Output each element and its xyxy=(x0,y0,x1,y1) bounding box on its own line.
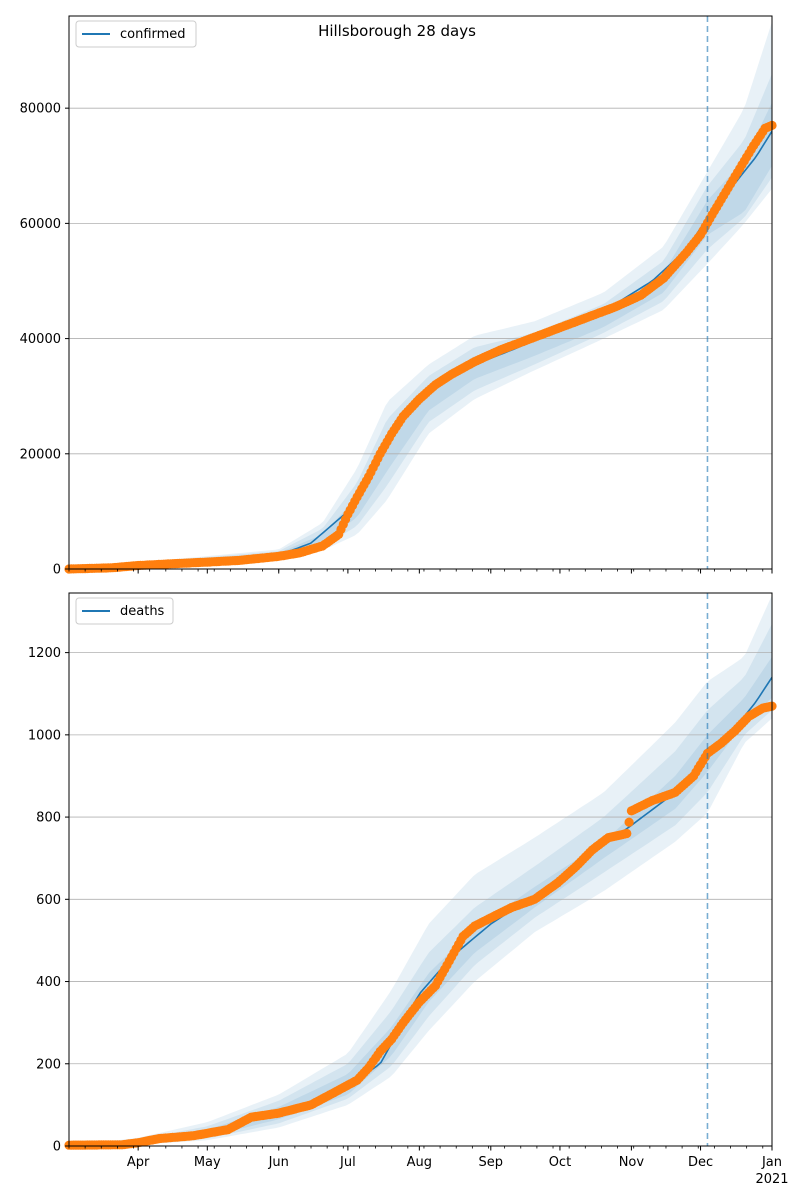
chart-title: Hillsborough 28 days xyxy=(318,22,476,40)
deaths-xtick-label-0: Apr xyxy=(127,1155,150,1170)
deaths-xtick-label-4: Aug xyxy=(407,1155,432,1170)
deaths-ytick-label-3: 600 xyxy=(36,893,61,908)
deaths-uncertainty-bands xyxy=(69,595,772,1146)
confirmed-axes: 0 20000 40000 60000 80000 xyxy=(20,15,773,578)
deaths-ytick-label-0: 0 xyxy=(53,1140,61,1155)
deaths-ytick-label-5: 1000 xyxy=(28,728,61,743)
confirmed-ytick-label-4: 80000 xyxy=(20,102,61,117)
confirmed-panel: 0 20000 40000 60000 80000 confirmed Hillsbor… xyxy=(20,15,777,578)
deaths-legend-label: deaths xyxy=(120,604,165,619)
deaths-grid xyxy=(69,652,772,1065)
confirmed-grid xyxy=(69,107,772,455)
deaths-ytick-label-1: 200 xyxy=(36,1057,61,1072)
deaths-ytick-label-2: 400 xyxy=(36,975,61,990)
deaths-observed-point-242 xyxy=(622,828,632,839)
confirmed-ytick-label-1: 20000 xyxy=(20,447,61,462)
deaths-xtick-label-2: Jun xyxy=(268,1155,289,1170)
deaths-band-2 xyxy=(69,595,772,1146)
confirmed-axes-frame xyxy=(68,15,773,570)
deaths-xtick-label-5: Sep xyxy=(479,1155,504,1170)
deaths-ytick-label-6: 1200 xyxy=(28,646,61,661)
deaths-panel: 0 200 400 600 800 1000 1200 Apr May Jun Jul Aug Sep O… xyxy=(28,592,789,1187)
deaths-observed-points xyxy=(64,701,777,1150)
deaths-legend-frame xyxy=(75,597,174,625)
confirmed-legend: confirmed xyxy=(75,20,197,48)
deaths-xtick-label-1: May xyxy=(194,1155,221,1170)
deaths-xtick-label-7: Nov xyxy=(619,1155,645,1170)
deaths-axes-frame xyxy=(68,592,773,1147)
deaths-observed-point-243 xyxy=(624,817,634,827)
deaths-legend: deaths xyxy=(75,597,174,625)
deaths-ytick-label-4: 800 xyxy=(36,811,61,826)
deaths-xtick-label-8: Dec xyxy=(688,1155,713,1170)
deaths-xtick-label-9: Jan xyxy=(761,1155,782,1170)
confirmed-ytick-label-0: 0 xyxy=(53,563,61,578)
deaths-xtick-label-6: Oct xyxy=(549,1155,571,1170)
confirmed-legend-label: confirmed xyxy=(120,27,186,42)
deaths-xtick-label-3: Jul xyxy=(339,1155,356,1170)
confirmed-legend-frame xyxy=(75,20,197,48)
confirmed-ytick-label-2: 40000 xyxy=(20,332,61,347)
deaths-axes: 0 200 400 600 800 1000 1200 Apr May Jun Jul Aug Sep O… xyxy=(28,592,789,1187)
deaths-year-label: 2021 xyxy=(755,1172,788,1187)
confirmed-ytick-label-3: 60000 xyxy=(20,217,61,232)
